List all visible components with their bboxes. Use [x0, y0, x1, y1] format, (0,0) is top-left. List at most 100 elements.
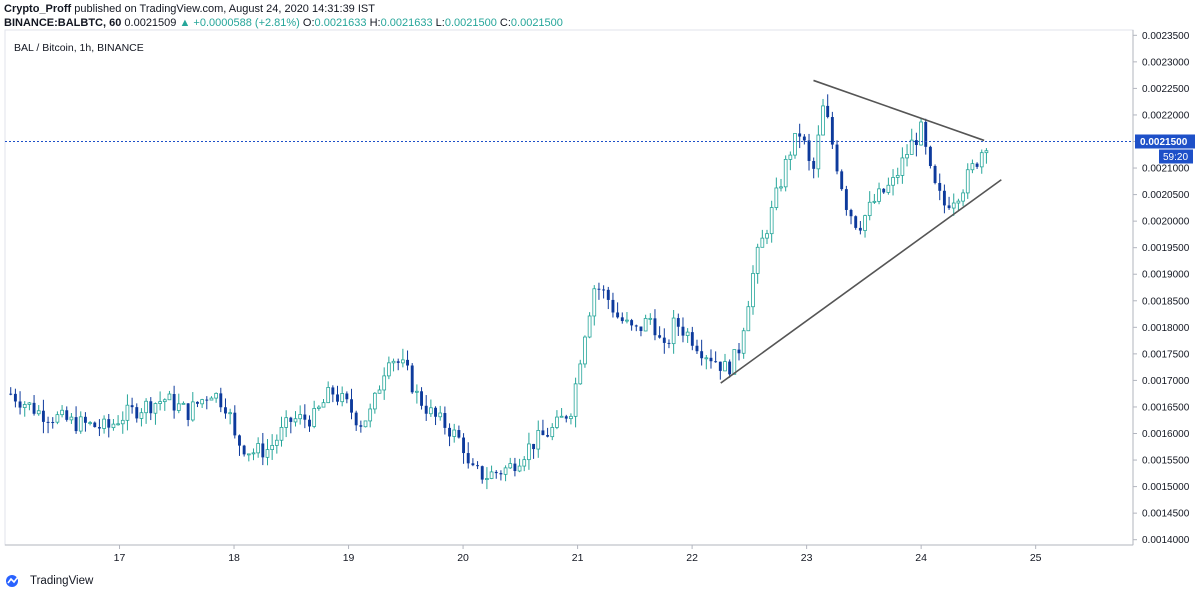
- candle-down: [396, 361, 400, 363]
- candle-up: [377, 389, 382, 394]
- candle-up: [769, 207, 774, 235]
- candle-up: [60, 409, 64, 416]
- current-price-label: 0.0021500: [1140, 137, 1188, 148]
- candle-up: [270, 445, 275, 450]
- trend-line-lower[interactable]: [720, 179, 1002, 384]
- chart-header: Crypto_Proff published on TradingView.co…: [4, 2, 563, 30]
- candle-down: [499, 473, 503, 475]
- y-tick-label: 0.0016500: [1142, 402, 1190, 413]
- candle-down: [882, 188, 886, 193]
- candle-down: [434, 407, 437, 417]
- candle-up: [144, 400, 148, 414]
- candle-down: [406, 359, 409, 366]
- open-value: 0.0021633: [314, 17, 367, 29]
- candle-up: [214, 392, 218, 399]
- candle-down: [51, 422, 55, 424]
- ohlc-line: BINANCE:BALBTC, 60 0.0021509 ▲ +0.000058…: [4, 16, 563, 30]
- candle-down: [135, 407, 139, 419]
- candle-down: [303, 414, 307, 420]
- candle-up: [228, 412, 232, 415]
- candle-down: [938, 182, 942, 191]
- candle-up: [489, 471, 494, 479]
- candle-up: [321, 402, 326, 408]
- y-tick-label: 0.0016000: [1142, 429, 1190, 440]
- candle-down: [186, 403, 190, 420]
- candle-up: [508, 463, 513, 469]
- candle-up: [559, 415, 564, 418]
- candle-down: [826, 105, 830, 118]
- candle-up: [783, 159, 788, 188]
- candle-up: [760, 237, 765, 248]
- candle-up: [251, 452, 256, 455]
- candle-up: [625, 319, 629, 322]
- y-tick-label: 0.0020000: [1142, 217, 1190, 228]
- candle-up: [886, 184, 891, 193]
- x-tick-label: 18: [228, 552, 240, 564]
- candle-up: [256, 443, 260, 454]
- candle-down: [46, 421, 50, 423]
- candle-down: [700, 351, 704, 359]
- author-name[interactable]: Crypto_Proff: [4, 3, 72, 15]
- candle-down: [611, 299, 615, 313]
- candle-up: [877, 188, 881, 202]
- candle-down: [606, 289, 610, 300]
- candle-up: [867, 201, 872, 217]
- candle-up: [643, 318, 648, 332]
- candle-up: [88, 422, 92, 424]
- candle-up: [340, 393, 345, 403]
- candle-down: [676, 318, 680, 327]
- candle-up: [909, 139, 914, 155]
- candle-up: [919, 121, 923, 146]
- candle-up: [984, 150, 989, 154]
- candle-down: [41, 410, 45, 422]
- candle-down: [541, 430, 545, 436]
- y-tick-label: 0.0017500: [1142, 349, 1190, 360]
- candle-down: [844, 189, 848, 210]
- candles-group: [9, 94, 989, 490]
- candle-up: [312, 408, 317, 427]
- candle-down: [354, 412, 358, 426]
- open-label: O:: [302, 17, 315, 29]
- trend-line-upper[interactable]: [813, 79, 985, 142]
- candle-down: [261, 443, 265, 458]
- low-value: 0.0021500: [444, 17, 497, 29]
- candle-up: [527, 443, 531, 461]
- candle-down: [238, 435, 241, 446]
- candle-up: [326, 387, 331, 404]
- candle-up: [116, 423, 120, 426]
- publish-line: Crypto_Proff published on TradingView.co…: [4, 2, 563, 16]
- candle-up: [569, 415, 573, 420]
- candle-up: [550, 427, 555, 438]
- candle-down: [18, 401, 22, 408]
- candle-up: [55, 414, 60, 423]
- y-tick-label: 0.0018500: [1142, 296, 1190, 307]
- y-tick-label: 0.0019500: [1142, 243, 1190, 254]
- candle-down: [718, 361, 722, 371]
- candle-up: [382, 375, 387, 391]
- candle-down: [653, 318, 657, 336]
- candle-down: [662, 337, 666, 343]
- countdown-label: 59:20: [1163, 152, 1188, 163]
- tradingview-footer[interactable]: TradingView: [6, 574, 93, 588]
- x-tick-label: 22: [686, 552, 698, 564]
- candle-up: [587, 315, 592, 338]
- candle-up: [746, 306, 751, 332]
- candle-up: [648, 317, 653, 320]
- x-tick-label: 21: [572, 552, 584, 564]
- candle-down: [681, 326, 685, 336]
- candle-up: [190, 401, 195, 421]
- candle-up: [965, 169, 970, 194]
- high-value: 0.0021633: [380, 17, 433, 29]
- candle-up: [751, 273, 755, 308]
- candle-down: [336, 394, 339, 402]
- candle-up: [279, 426, 284, 441]
- y-tick-label: 0.0023500: [1142, 31, 1190, 42]
- candle-down: [13, 393, 17, 402]
- price-label-badge: 0.0021500 59:20: [1135, 134, 1195, 164]
- candle-down: [149, 401, 153, 414]
- candle-down: [728, 361, 732, 375]
- candle-up: [741, 330, 746, 354]
- candle-up: [246, 453, 251, 456]
